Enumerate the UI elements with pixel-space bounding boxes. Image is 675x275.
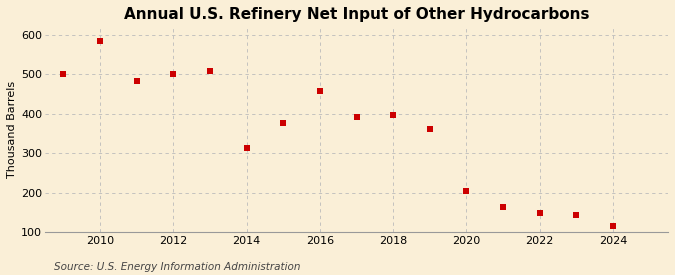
- Point: [425, 126, 435, 131]
- Point: [571, 212, 582, 217]
- Point: [58, 72, 69, 77]
- Point: [535, 211, 545, 216]
- Point: [461, 189, 472, 193]
- Point: [168, 72, 179, 76]
- Point: [351, 115, 362, 120]
- Title: Annual U.S. Refinery Net Input of Other Hydrocarbons: Annual U.S. Refinery Net Input of Other …: [124, 7, 589, 22]
- Point: [278, 121, 289, 125]
- Point: [608, 224, 618, 228]
- Point: [95, 39, 105, 43]
- Point: [131, 79, 142, 83]
- Point: [205, 68, 215, 73]
- Text: Source: U.S. Energy Information Administration: Source: U.S. Energy Information Administ…: [54, 262, 300, 272]
- Y-axis label: Thousand Barrels: Thousand Barrels: [7, 81, 17, 178]
- Point: [241, 146, 252, 151]
- Point: [387, 113, 398, 118]
- Point: [497, 205, 508, 210]
- Point: [315, 89, 325, 94]
